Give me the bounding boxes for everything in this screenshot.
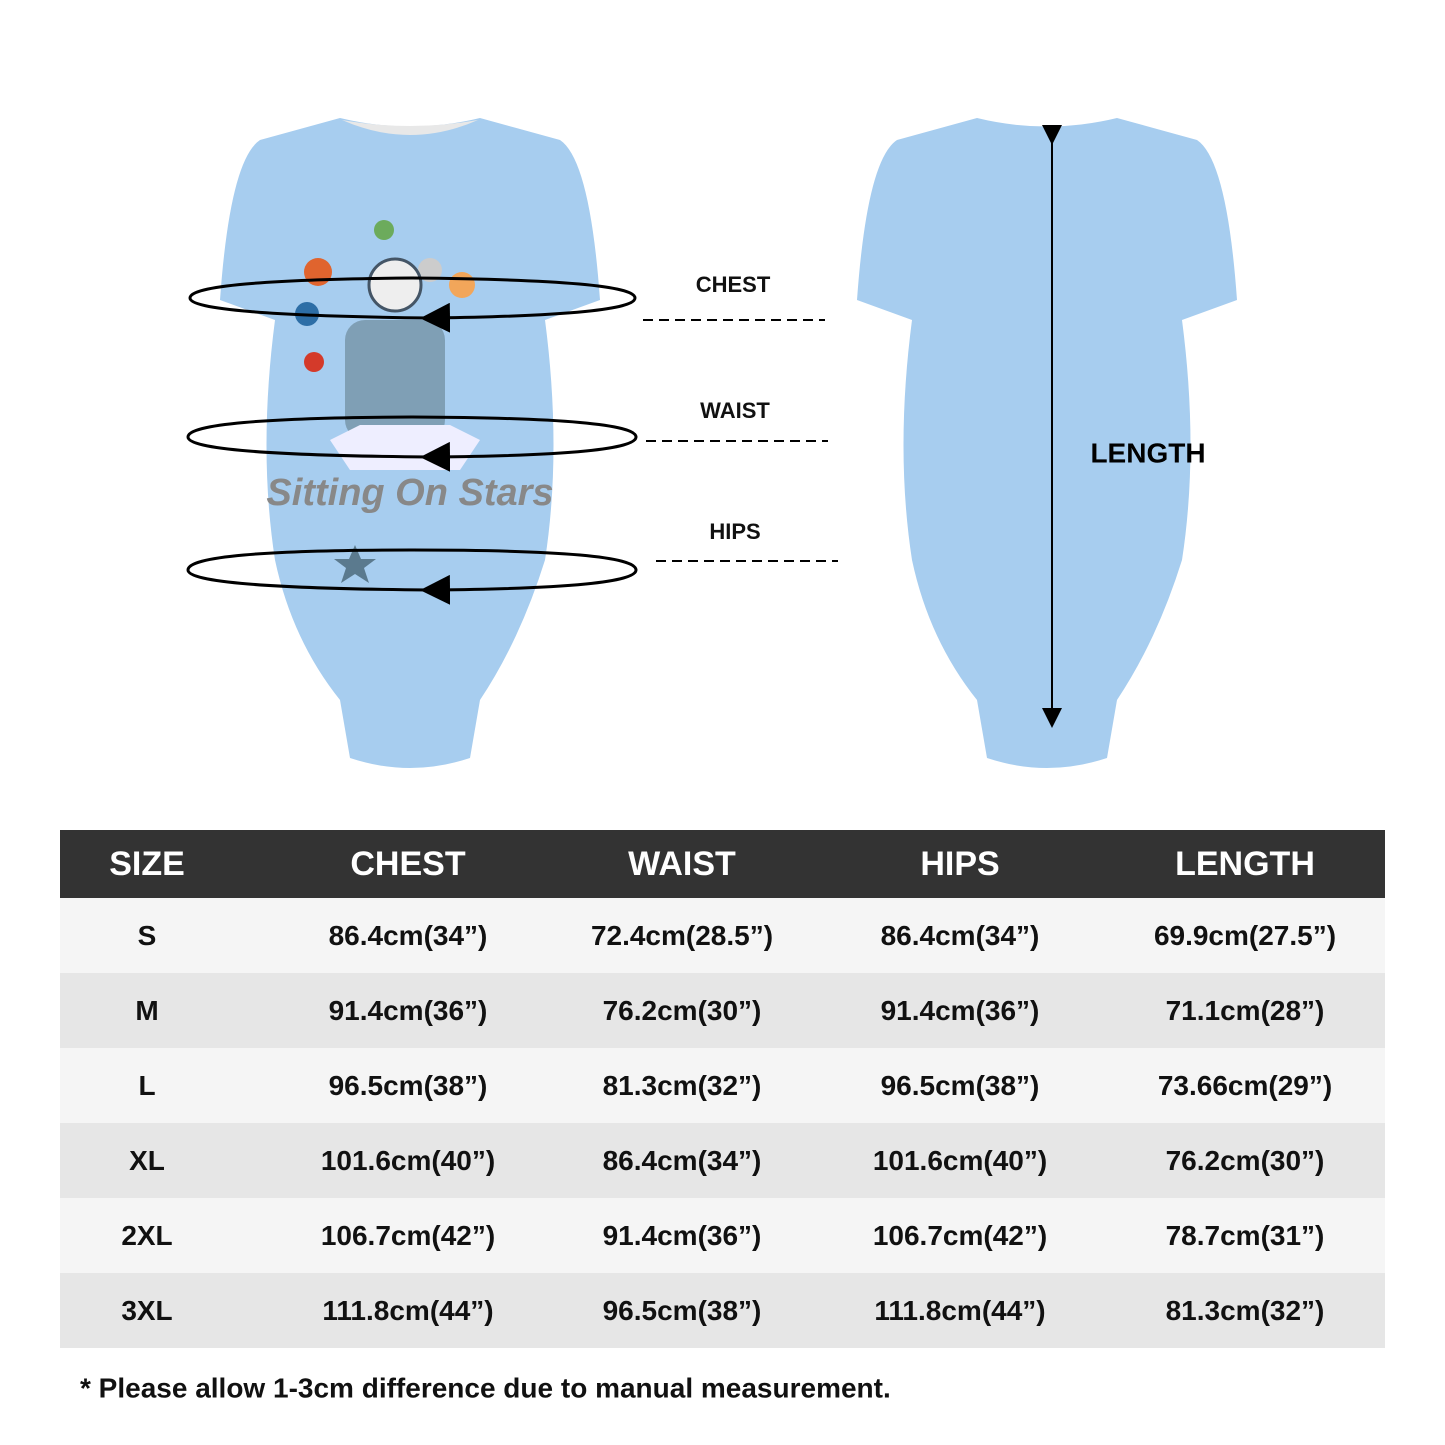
header-cell: CHEST	[350, 845, 465, 883]
table-cell: 101.6cm(40”)	[321, 1145, 495, 1176]
table-cell: 76.2cm(30”)	[603, 995, 762, 1026]
table-row	[60, 1198, 1385, 1273]
front-bodysuit: Sitting On Stars	[220, 118, 600, 768]
measure-arrows	[186, 125, 1062, 728]
table-cell: 86.4cm(34”)	[881, 920, 1040, 951]
footnote: * Please allow 1-3cm difference due to m…	[80, 1372, 891, 1403]
table-cell: 3XL	[121, 1295, 172, 1326]
table-cell: L	[138, 1070, 155, 1101]
table-row	[60, 973, 1385, 1048]
table-cell: 96.5cm(38”)	[881, 1070, 1040, 1101]
table-cell: 78.7cm(31”)	[1166, 1220, 1325, 1251]
table-row	[60, 1048, 1385, 1123]
table-row	[60, 1123, 1385, 1198]
table-cell: M	[135, 995, 158, 1026]
table-cell: 73.66cm(29”)	[1158, 1070, 1332, 1101]
table-cell: 81.3cm(32”)	[1166, 1295, 1325, 1326]
table-row	[60, 1273, 1385, 1348]
size-table: SIZE CHEST WAIST HIPS LENGTH S 86.4cm(34”) 72.4…	[60, 830, 1385, 1348]
print-text: Sitting On Stars	[266, 472, 553, 514]
header-row	[60, 830, 1385, 898]
table-cell: 101.6cm(40”)	[873, 1145, 1047, 1176]
table-cell: 91.4cm(36”)	[329, 995, 488, 1026]
table-cell: 69.9cm(27.5”)	[1154, 920, 1336, 951]
header-cell: WAIST	[628, 845, 736, 883]
table-cell: 71.1cm(28”)	[1166, 995, 1325, 1026]
table-cell: 91.4cm(36”)	[603, 1220, 762, 1251]
table-cell: 106.7cm(42”)	[321, 1220, 495, 1251]
table-cell: 76.2cm(30”)	[1166, 1145, 1325, 1176]
header-cell: SIZE	[109, 845, 185, 883]
waist-label: WAIST	[700, 398, 770, 423]
header-cell: HIPS	[920, 845, 999, 883]
table-cell: XL	[129, 1145, 165, 1176]
table-row	[60, 898, 1385, 973]
table-cell: 86.4cm(34”)	[603, 1145, 762, 1176]
table-cell: 96.5cm(38”)	[329, 1070, 488, 1101]
hips-label: HIPS	[709, 519, 760, 544]
dashed-lines	[643, 319, 838, 562]
table-cell: 2XL	[121, 1220, 172, 1251]
chest-label: CHEST	[696, 272, 771, 297]
table-cell: 106.7cm(42”)	[873, 1220, 1047, 1251]
table-cell: 111.8cm(44”)	[874, 1295, 1045, 1326]
table-cell: 96.5cm(38”)	[603, 1295, 762, 1326]
table-cell: 81.3cm(32”)	[603, 1070, 762, 1101]
table-cell: 86.4cm(34”)	[329, 920, 488, 951]
table-cell: S	[138, 920, 157, 951]
table-cell: 91.4cm(36”)	[881, 995, 1040, 1026]
length-label: LENGTH	[1090, 437, 1205, 468]
table-cell: 72.4cm(28.5”)	[591, 920, 773, 951]
header-cell: LENGTH	[1175, 845, 1315, 883]
table-cell: 111.8cm(44”)	[322, 1295, 493, 1326]
